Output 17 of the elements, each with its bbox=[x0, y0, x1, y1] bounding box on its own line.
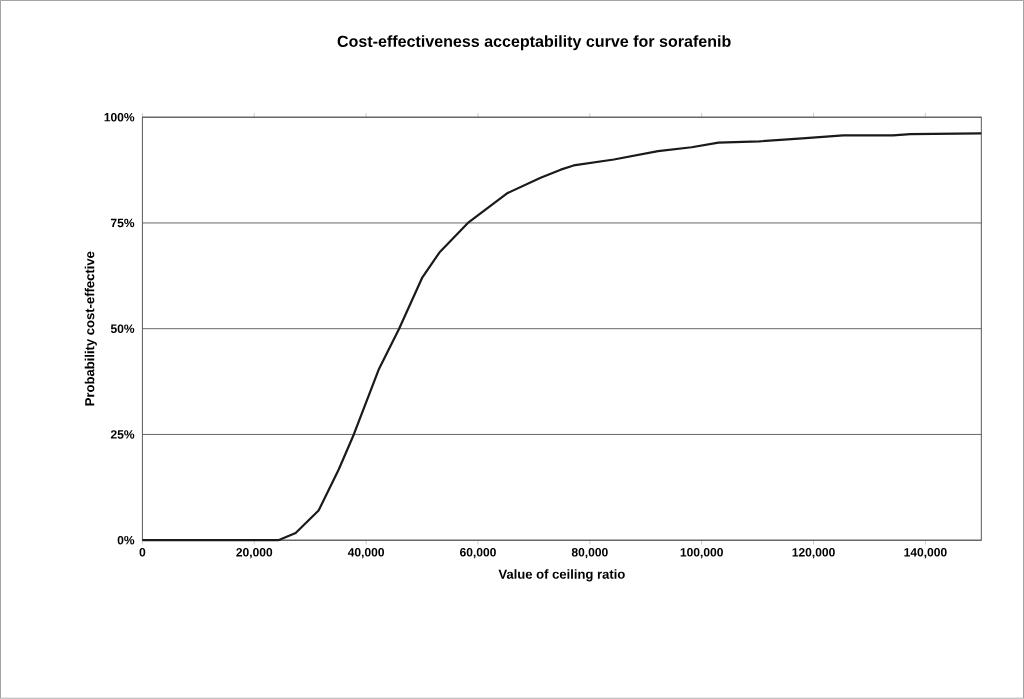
x-tick-label: 120,000 bbox=[792, 548, 835, 559]
x-tick-label: 140,000 bbox=[904, 548, 947, 559]
y-tick-label: 50% bbox=[110, 324, 135, 334]
x-tick-label: 0 bbox=[139, 548, 146, 557]
chart-title: Cost-effectiveness acceptability curve for sorafenib bbox=[337, 35, 731, 51]
y-tick-label: 100% bbox=[104, 113, 135, 122]
y-tick-label: 0% bbox=[117, 536, 135, 545]
line-series bbox=[141, 132, 983, 542]
y-tick-label: 75% bbox=[111, 218, 135, 228]
y-tick-label: 25% bbox=[110, 430, 135, 439]
x-tick-label: 20,000 bbox=[236, 548, 273, 559]
x-tick-label: 100,000 bbox=[680, 548, 723, 559]
x-tick-label: 80,000 bbox=[571, 548, 608, 559]
x-axis-title: Value of ceiling ratio bbox=[498, 569, 625, 582]
y-axis-title: Probability cost-effective bbox=[84, 251, 97, 406]
x-tick-label: 40,000 bbox=[347, 548, 385, 559]
x-tick-label: 60,000 bbox=[460, 548, 496, 559]
